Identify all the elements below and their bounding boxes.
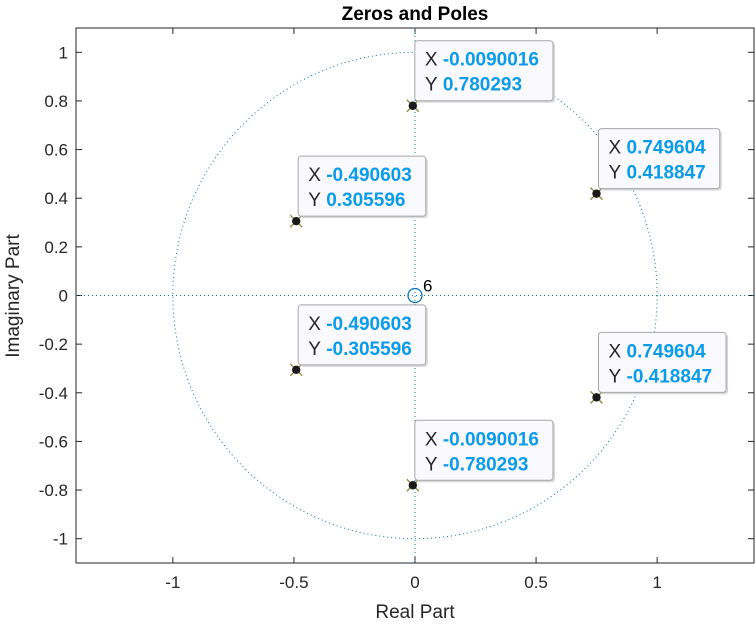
datatip-y-value: -0.305596 <box>326 339 412 360</box>
y-tick-label: -0.8 <box>39 481 68 500</box>
datatip-y-value: -0.780293 <box>443 454 529 475</box>
pole-marker <box>592 393 601 402</box>
pole-marker <box>408 101 418 110</box>
datatip-y-value: -0.418847 <box>627 366 713 387</box>
datatip-y-key: Y <box>425 454 438 475</box>
datatip-x-key: X <box>308 314 321 335</box>
datatip-x-key: X <box>425 429 438 450</box>
datatip-x-value: -0.0090016 <box>443 50 539 71</box>
datatip-box <box>598 128 721 190</box>
datatip-box <box>414 419 554 481</box>
y-tick-label: 0.8 <box>44 92 68 111</box>
datatip-y-key: Y <box>609 163 622 184</box>
datatip-box <box>297 304 427 366</box>
x-tick-label: 0 <box>410 573 419 592</box>
y-tick-label: 0.4 <box>44 189 68 208</box>
y-tick-label: -0.6 <box>39 432 68 451</box>
zero-multiplicity-label: 6 <box>423 277 432 296</box>
pole-marker <box>592 189 601 198</box>
unit-circle <box>172 51 658 540</box>
datatip-x-value: 0.749604 <box>627 138 707 159</box>
datatip-x-key: X <box>609 341 622 362</box>
datatip-x-value: -0.490603 <box>326 165 412 186</box>
x-axis-label: Real Part <box>375 602 455 623</box>
datatip-box <box>414 40 554 102</box>
datatip-y-value: 0.780293 <box>443 75 522 96</box>
y-tick-label: -0.4 <box>39 384 68 403</box>
datatip-x-key: X <box>609 138 622 159</box>
pole-marker <box>292 216 301 226</box>
datatip-box <box>598 331 727 393</box>
y-tick-label: -1 <box>53 530 68 549</box>
x-tick-label: 0.5 <box>524 573 548 592</box>
datatip-x-value: -0.490603 <box>326 314 412 335</box>
pole-marker <box>408 481 418 490</box>
datatip-x-key: X <box>425 50 438 71</box>
y-tick-label: 0.6 <box>44 141 68 160</box>
pole-marker <box>292 365 301 375</box>
datatip-y-key: Y <box>609 366 622 387</box>
datatip-x-key: X <box>308 165 321 186</box>
y-tick-label: 0.2 <box>44 238 68 257</box>
datatip-box <box>297 155 427 217</box>
zero-marker <box>407 287 423 304</box>
y-tick-label: -0.2 <box>39 335 68 354</box>
x-tick-label: -1 <box>165 573 180 592</box>
y-tick-label: 1 <box>59 43 68 62</box>
x-tick-label: -0.5 <box>279 573 308 592</box>
x-tick-label: 1 <box>652 573 661 592</box>
y-axis-label: Imaginary Part <box>3 234 24 358</box>
datatip-x-value: 0.749604 <box>627 341 707 362</box>
datatip-y-value: 0.418847 <box>627 163 706 184</box>
datatip-y-key: Y <box>425 75 438 96</box>
y-tick-label: 0 <box>59 287 68 306</box>
chart-title: Zeros and Poles <box>342 4 489 25</box>
datatip-y-key: Y <box>308 339 321 360</box>
datatip-y-value: 0.305596 <box>326 190 405 211</box>
datatip-x-value: -0.0090016 <box>443 429 539 450</box>
datatip-y-key: Y <box>308 190 321 211</box>
